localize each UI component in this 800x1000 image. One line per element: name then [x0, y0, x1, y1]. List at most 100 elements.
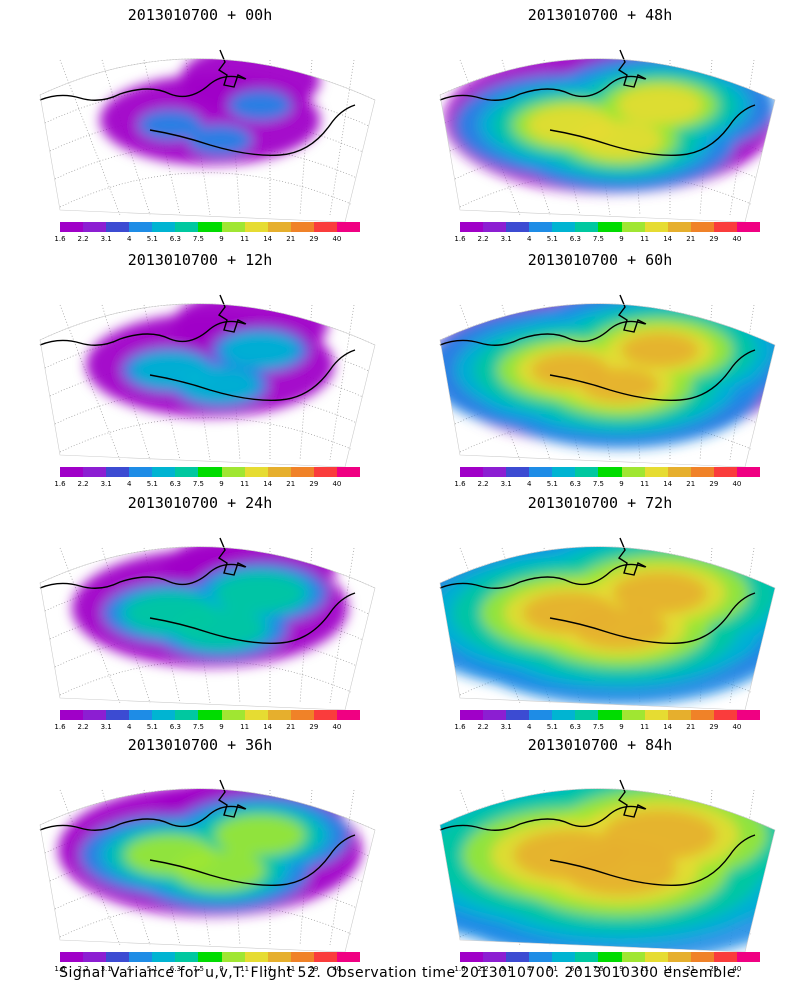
variance-map	[39, 49, 376, 222]
colorbar-swatch	[598, 222, 622, 232]
colorbar-swatch	[598, 710, 622, 720]
colorbar-label: 6.3	[169, 965, 181, 973]
colorbar-swatch	[336, 222, 361, 232]
colorbar-label: 7.5	[592, 235, 605, 243]
panel-title: 2013010700 + 48h	[527, 6, 673, 24]
colorbar-swatch	[221, 222, 245, 232]
colorbar-label: 6.3	[169, 235, 181, 243]
colorbar-label: 1.6	[454, 235, 466, 243]
colorbar-swatch	[60, 222, 84, 232]
colorbar-swatch	[506, 710, 530, 720]
colorbar-swatch	[690, 710, 714, 720]
colorbar-swatch	[336, 467, 361, 477]
colorbar-label: 1.6	[54, 965, 66, 973]
variance-map	[39, 294, 376, 467]
coastline	[439, 49, 756, 156]
colorbar	[60, 467, 361, 477]
panel-title: 2013010700 + 00h	[127, 6, 273, 24]
map-frame	[39, 546, 376, 710]
colorbar-swatch	[129, 952, 153, 962]
colorbar-swatch	[644, 467, 668, 477]
colorbar-label: 5.1	[546, 723, 558, 731]
colorbar-swatch	[129, 710, 153, 720]
variance-field	[86, 303, 334, 417]
colorbar-label: 2.2	[477, 965, 489, 973]
colorbar-label: 29	[709, 235, 719, 243]
colorbar-label: 40	[732, 235, 742, 243]
colorbar-label: 14	[663, 480, 673, 488]
colorbar-label: 14	[263, 480, 273, 488]
colorbar-swatch	[290, 710, 314, 720]
colorbar-swatch	[506, 467, 530, 477]
colorbar-swatch	[736, 467, 761, 477]
colorbar-swatch	[736, 710, 761, 720]
map-frame	[39, 788, 376, 952]
colorbar-swatch	[575, 952, 599, 962]
colorbar-labels: 1.6 2.2 3.1 4 5.1 6.3 7.5 9 11 14 21 29 40	[54, 723, 360, 733]
variance-field	[72, 546, 348, 667]
colorbar-label: 40	[332, 723, 342, 731]
colorbar-label: 4	[526, 723, 532, 731]
colorbar-swatch	[575, 222, 599, 232]
colorbar-label: 21	[286, 480, 296, 488]
colorbar-label: 21	[686, 965, 696, 973]
colorbar-swatch	[713, 467, 737, 477]
colorbar-label: 21	[686, 235, 696, 243]
colorbar-label: 21	[286, 723, 296, 731]
colorbar-label: 11	[240, 480, 250, 488]
colorbar-swatch	[152, 467, 176, 477]
colorbar-swatch	[667, 952, 691, 962]
colorbar-label: 6.3	[569, 235, 581, 243]
variance-map	[439, 49, 776, 222]
colorbar-label: 11	[240, 723, 250, 731]
colorbar-swatch	[598, 467, 622, 477]
colorbar-label: 4	[526, 235, 532, 243]
map-panel: 2013010700 + 48h 1.6 2.2 3.1 4 5.1 6.3 7.5 9 11 14…	[400, 0, 800, 243]
colorbar-label: 40	[332, 480, 342, 488]
colorbar-label: 9	[219, 480, 224, 488]
colorbar-swatch	[221, 710, 245, 720]
colorbar-swatch	[267, 710, 291, 720]
colorbar-label: 29	[709, 723, 719, 731]
colorbar-swatch	[529, 952, 553, 962]
coastline	[439, 537, 756, 644]
colorbar-swatch	[175, 222, 199, 232]
colorbar-swatch	[529, 222, 553, 232]
colorbar-label: 40	[732, 965, 742, 973]
variance-map	[39, 779, 376, 952]
colorbar-label: 2.2	[477, 480, 489, 488]
colorbar-swatch	[83, 467, 107, 477]
colorbar-swatch	[483, 467, 507, 477]
colorbar-swatch	[152, 222, 176, 232]
colorbar-swatch	[621, 222, 645, 232]
colorbar-label: 21	[286, 235, 296, 243]
colorbar-label: 7.5	[192, 235, 205, 243]
colorbar-label: 7.5	[592, 723, 605, 731]
colorbar-swatch	[736, 222, 761, 232]
colorbar-swatch	[506, 952, 530, 962]
colorbar-swatch	[83, 710, 107, 720]
colorbar-label: 9	[619, 480, 624, 488]
colorbar-swatch	[129, 222, 153, 232]
colorbar-label: 29	[709, 480, 719, 488]
colorbar-label: 14	[663, 723, 673, 731]
colorbar-label: 40	[732, 723, 742, 731]
coastline	[39, 294, 356, 401]
colorbar-swatch	[483, 952, 507, 962]
colorbar	[460, 710, 761, 720]
colorbar-swatch	[644, 710, 668, 720]
variance-field	[444, 58, 775, 193]
colorbar-labels: 1.6 2.2 3.1 4 5.1 6.3 7.5 9 11 14 21 29 40	[54, 480, 360, 490]
colorbar-swatch	[290, 952, 314, 962]
colorbar-swatch	[198, 952, 222, 962]
coastline	[39, 537, 356, 644]
map-frame	[439, 788, 776, 952]
colorbar-swatch	[621, 952, 645, 962]
map-panel: 2013010700 + 60h 1.6 2.2 3.1 4 5.1 6.3 7.5 9 11 14…	[400, 245, 800, 488]
colorbar-swatch	[198, 710, 222, 720]
colorbar-swatch	[575, 710, 599, 720]
colorbar-label: 7.5	[192, 480, 205, 488]
colorbar-swatch	[60, 710, 84, 720]
colorbar-label: 9	[219, 965, 224, 973]
colorbar-label: 2.2	[77, 723, 89, 731]
